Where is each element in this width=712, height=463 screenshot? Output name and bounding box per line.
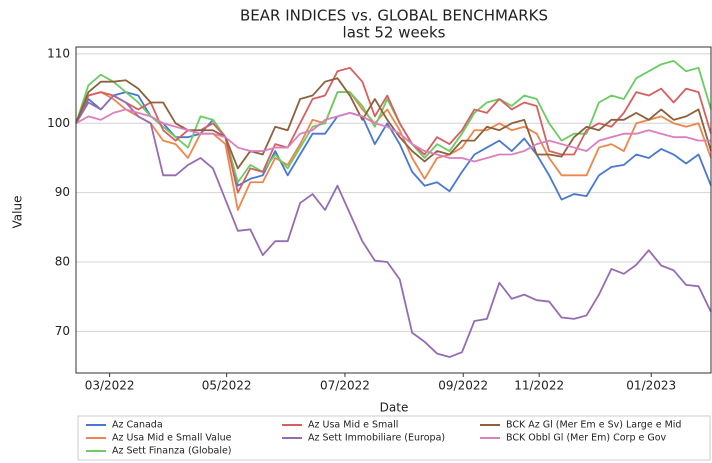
y-tick-label: 90 (55, 185, 70, 199)
chart-title: BEAR INDICES vs. GLOBAL BENCHMARKS (240, 7, 548, 25)
series-line (75, 91, 712, 211)
x-tick-label: 09/2022 (438, 379, 488, 393)
y-axis-label: Value (11, 196, 25, 229)
y-tick-label: 110 (47, 46, 70, 60)
legend-label: Az Usa Mid e Small (308, 420, 398, 431)
series-line (75, 91, 712, 201)
legend-label: BCK Az Gl (Mer Em e Sv) Large e Mid (506, 420, 681, 431)
x-tick-label: 05/2022 (202, 379, 252, 393)
legend-box (77, 415, 711, 461)
series-line (75, 94, 712, 358)
legend-label: Az Sett Immobiliare (Europa) (308, 433, 445, 444)
plot-frame (75, 46, 712, 374)
legend-label: Az Sett Finanza (Globale) (112, 446, 232, 457)
x-tick-label: 11/2022 (514, 379, 564, 393)
series-line (75, 77, 712, 170)
x-axis-label: Date (380, 401, 409, 415)
legend-label: Az Usa Mid e Small Value (112, 433, 232, 444)
series-line (75, 108, 711, 163)
x-tick-label: 07/2022 (320, 379, 370, 393)
y-tick-label: 80 (55, 255, 70, 269)
y-tick-label: 100 (47, 116, 70, 130)
legend-label: BCK Obbl Gl (Mer Em) Corp e Gov (506, 433, 667, 444)
y-tick-label: 70 (55, 324, 70, 338)
chart-subtitle: last 52 weeks (343, 24, 446, 42)
legend-label: Az Canada (112, 420, 163, 431)
x-tick-label: 03/2022 (85, 379, 135, 393)
x-tick-label: 01/2023 (626, 379, 676, 393)
